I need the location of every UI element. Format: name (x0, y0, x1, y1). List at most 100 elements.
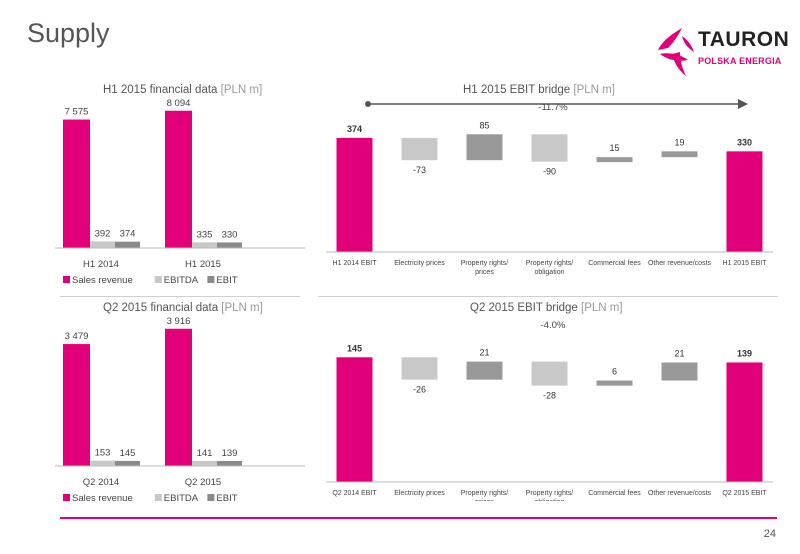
q2-bridge-value-label-1: 145 (347, 343, 362, 353)
q2-fin-bar-2-2 (192, 461, 217, 466)
q2-bridge-category-3-line2: prices (475, 499, 494, 501)
q2-bridge-value-label-2: -26 (413, 385, 426, 395)
q2-fin-legend-label-1: Sales revenue (72, 493, 133, 504)
h1-ebit-bridge-chart: 374 H1 2014 EBIT -73 Electricity prices 85 Pr… (326, 99, 773, 276)
h1-bridge-title: H1 2015 EBIT bridge [PLN m] (463, 84, 615, 96)
h1-bridge-category-1: H1 2014 EBIT (333, 260, 378, 267)
h1-bridge-change-label: -11.7% (538, 102, 568, 113)
q2-bridge-bar-7 (726, 362, 763, 482)
q2-bridge-bar-4 (531, 361, 568, 386)
q2-bridge-category-1: Q2 2014 EBIT (332, 490, 377, 497)
q2-bridge-title-text: Q2 2015 EBIT bridge (470, 302, 578, 314)
q2-bridge-value-label-4: -28 (543, 391, 556, 401)
q2-bridge-bar-3 (466, 361, 503, 380)
q2-bridge-value-label-5: 6 (612, 367, 617, 377)
h1-fin-bar-2-2 (192, 242, 217, 248)
h1-fin-label-2-1: 392 (95, 228, 111, 239)
h1-bridge-category-7: H1 2015 EBIT (723, 260, 768, 267)
q2-financial-title-text: Q2 2015 financial data (103, 302, 219, 314)
tauron-logo-icon (658, 28, 694, 76)
h1-bridge-value-label-4: -90 (543, 167, 556, 177)
q2-bridge-category-2: Electricity prices (394, 490, 445, 497)
h1-fin-label-1-2: 8 094 (167, 98, 191, 109)
h1-bridge-bar-1 (336, 137, 373, 252)
h1-bridge-value-label-7: 330 (737, 137, 752, 147)
page-title: Supply (27, 18, 110, 48)
h1-bridge-unit: [PLN m] (573, 84, 615, 96)
q2-bridge-category-4-line2: obligation (535, 499, 565, 501)
q2-fin-bar-3-2 (217, 461, 242, 466)
q2-bridge-bar-6 (661, 362, 698, 381)
q2-fin-category-2: Q2 2015 (185, 477, 221, 488)
q2-fin-bar-2-1 (90, 460, 115, 466)
q2-financial-title: Q2 2015 financial data [PLN m] (103, 302, 263, 314)
h1-fin-bar-1-1 (63, 119, 90, 248)
h1-bridge-category-3: Property rights/ (461, 260, 509, 267)
h1-bridge-bar-2 (401, 137, 438, 161)
h1-bridge-category-3-line2: prices (475, 269, 494, 276)
q2-bridge-category-7: Q2 2015 EBIT (722, 490, 767, 497)
section-divider-left (60, 296, 300, 297)
h1-bridge-value-label-1: 374 (347, 124, 362, 134)
q2-fin-label-2-2: 141 (197, 448, 213, 459)
q2-fin-category-1: Q2 2014 (83, 477, 119, 488)
q2-bridge-value-label-7: 139 (737, 348, 752, 358)
q2-financial-chart: 3 479 153 145 Q2 2014 3 916 141 139 Q2 2015 Sale… (55, 316, 305, 504)
h1-fin-legend-swatch-3 (207, 276, 215, 283)
h1-bridge-category-4: Property rights/ (526, 260, 574, 267)
q2-fin-legend-swatch-1 (63, 494, 70, 501)
section-divider-right (318, 296, 778, 297)
q2-bridge-category-5: Commercial fees (588, 490, 641, 497)
q2-fin-legend-label-3: EBIT (216, 493, 237, 504)
q2-bridge-category-4: Property rights/ (526, 490, 574, 497)
h1-bridge-bar-3 (466, 134, 503, 161)
h1-bridge-value-label-5: 15 (609, 143, 619, 153)
h1-bridge-category-2: Electricity prices (394, 260, 445, 267)
q2-bridge-change-label: -4.0% (541, 320, 566, 331)
h1-financial-title: H1 2015 financial data [PLN m] (103, 84, 262, 96)
h1-fin-legend-swatch-2 (154, 276, 162, 283)
h1-fin-category-2: H1 2015 (185, 259, 221, 270)
logo-subtitle: POLSKA ENERGIA (698, 56, 782, 66)
h1-bridge-bar-6 (661, 151, 698, 158)
h1-bridge-category-4-line2: obligation (535, 269, 565, 276)
h1-financial-unit: [PLN m] (220, 84, 263, 96)
q2-bridge-bar-5 (596, 380, 633, 386)
h1-fin-category-1: H1 2014 (83, 259, 119, 270)
h1-fin-legend-label-1: Sales revenue (72, 275, 133, 286)
q2-bridge-unit: [PLN m] (581, 302, 623, 314)
h1-fin-bar-3-1 (115, 241, 140, 248)
h1-bridge-value-label-3: 85 (479, 120, 489, 130)
q2-bridge-category-3: Property rights/ (461, 490, 509, 497)
q2-fin-label-2-1: 153 (95, 448, 111, 459)
h1-bridge-bar-4 (531, 134, 568, 162)
q2-bridge-bar-1 (336, 357, 373, 482)
q2-fin-legend-swatch-2 (154, 494, 162, 501)
q2-fin-legend-label-2: EBITDA (164, 493, 199, 504)
q2-fin-bar-1-2 (165, 328, 192, 466)
q2-bridge-category-6: Other revenue/costs (648, 490, 712, 497)
h1-bridge-change-arrow-head (738, 99, 748, 109)
q2-fin-label-1-2: 3 916 (167, 316, 191, 327)
h1-bridge-title-text: H1 2015 EBIT bridge (463, 84, 571, 96)
q2-fin-label-3-2: 139 (222, 448, 238, 459)
h1-bridge-bar-5 (596, 157, 633, 163)
q2-bridge-value-label-3: 21 (479, 348, 489, 358)
q2-fin-label-1-1: 3 479 (65, 331, 89, 342)
q2-bridge-value-label-6: 21 (674, 348, 684, 358)
h1-fin-bar-3-2 (217, 242, 242, 248)
page-number: 24 (763, 528, 776, 540)
q2-fin-bar-1-1 (63, 344, 90, 466)
q2-fin-label-3-1: 145 (120, 448, 136, 459)
q2-bridge-bar-2 (401, 357, 438, 380)
q2-fin-legend-swatch-3 (207, 494, 215, 501)
h1-fin-bar-2-1 (90, 241, 115, 248)
h1-fin-label-1-1: 7 575 (65, 107, 89, 118)
h1-fin-legend-swatch-1 (63, 276, 70, 283)
h1-bridge-change-arrow-start (365, 101, 371, 107)
h1-fin-legend-label-2: EBITDA (164, 275, 199, 286)
footer-line (60, 517, 777, 519)
h1-bridge-bar-7 (726, 151, 763, 252)
h1-bridge-category-6: Other revenue/costs (648, 260, 712, 267)
h1-bridge-value-label-2: -73 (413, 165, 426, 175)
